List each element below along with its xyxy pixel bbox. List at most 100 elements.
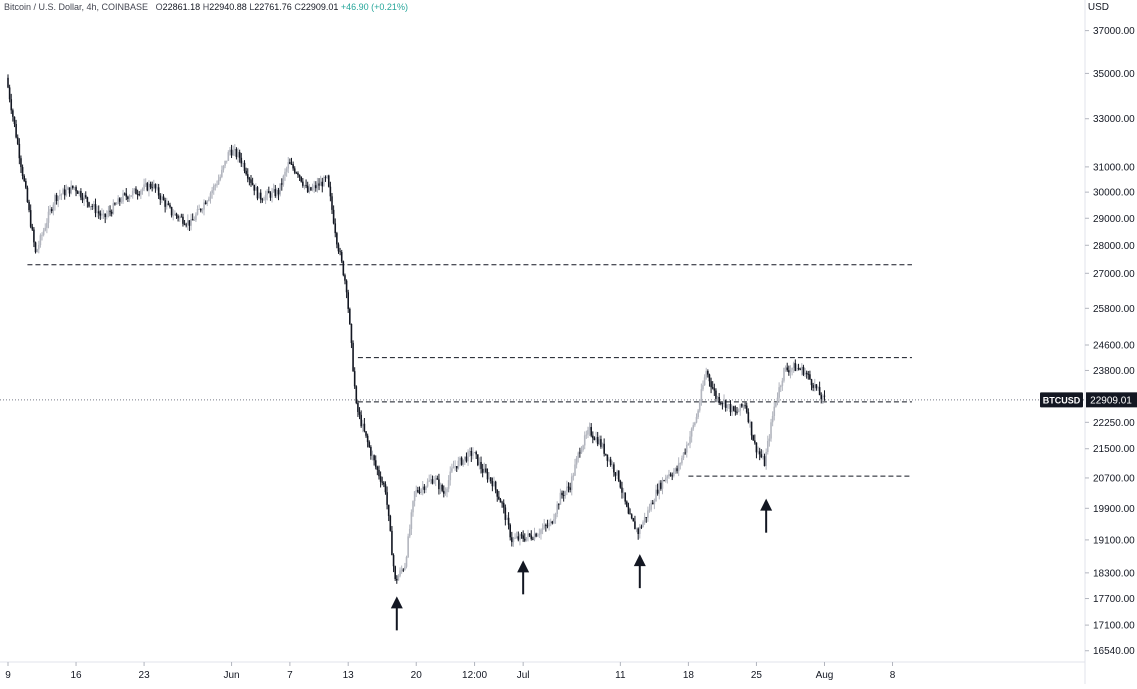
higher-low-arrow[interactable] [633, 554, 646, 589]
candle-body [378, 469, 380, 477]
candle-body [596, 437, 599, 445]
candle-body [729, 404, 732, 413]
candle-body [196, 209, 199, 215]
higher-low-arrow[interactable] [390, 596, 403, 631]
candle-body [86, 197, 89, 203]
candle-body [446, 488, 448, 492]
time-tick-label: 7 [287, 670, 293, 681]
candle-body [31, 226, 34, 230]
time-axis[interactable]: 9 16 23 Jun 7 13 20 12:00 Jul 11 18 25 Aug 8 [5, 662, 896, 681]
time-tick-label: 20 [411, 670, 423, 681]
candle-body [300, 176, 303, 182]
candle-body [569, 487, 571, 490]
higher-low-arrow[interactable] [760, 498, 773, 533]
candle-body [455, 466, 458, 469]
candle-body [381, 481, 384, 483]
candle-body [702, 385, 704, 390]
candle-body [685, 444, 688, 453]
candle-body [217, 179, 220, 185]
candle-body [695, 416, 698, 423]
candle-body [340, 252, 343, 262]
candle-body [287, 162, 290, 169]
candle-body [609, 459, 612, 465]
candle-body [99, 213, 102, 216]
candle-body [553, 519, 555, 524]
candle-body [271, 191, 273, 198]
candle-body [762, 456, 764, 458]
candle-body [564, 491, 567, 496]
candle-body [582, 445, 584, 451]
candle-body [183, 223, 186, 225]
candle-body [136, 194, 139, 195]
candle-body [622, 492, 625, 494]
candle-body [661, 480, 664, 489]
candle-body [404, 566, 406, 570]
candle-body [520, 534, 523, 536]
candle-body [195, 214, 197, 221]
candle-body [613, 464, 615, 473]
candle-body [153, 184, 155, 188]
candle-body [60, 194, 63, 196]
last-price-value-tag: 22909.01 [1086, 392, 1137, 408]
candle-body [752, 435, 754, 441]
candle-body [391, 530, 393, 556]
candle-body [206, 200, 209, 205]
candle-body [462, 459, 465, 465]
candle-body [561, 492, 563, 496]
candle-body [263, 199, 265, 201]
candle-body [323, 177, 325, 187]
candle-body [225, 160, 228, 162]
candle-body [306, 185, 309, 193]
candle-body [143, 184, 145, 189]
candle-body [248, 178, 251, 180]
candle-body [697, 410, 699, 417]
price-axis[interactable]: 37000.00 35000.00 33000.00 31000.00 30000.00… [1085, 26, 1135, 657]
candle-body [750, 421, 753, 436]
candle-body [191, 219, 194, 221]
candle-body [407, 536, 409, 557]
candle-body [566, 486, 568, 492]
candle-body [167, 203, 170, 205]
candle-body [264, 194, 267, 200]
candle-body [203, 202, 205, 210]
candle-body [50, 209, 53, 212]
time-tick-label: 12:00 [462, 670, 487, 681]
candle-body [219, 176, 222, 180]
candle-body [431, 479, 434, 484]
candle-body [289, 162, 291, 164]
candle-body [810, 379, 813, 386]
candle-body [726, 404, 729, 408]
candle-body [567, 486, 570, 488]
candle-body [673, 471, 675, 476]
candle-body [713, 388, 716, 391]
candle-body [387, 504, 390, 516]
candle-body [676, 468, 678, 472]
candle-body [574, 464, 576, 476]
candle-body [595, 437, 597, 440]
candle-body [12, 110, 14, 117]
candle-body [703, 377, 706, 386]
candle-body [368, 442, 371, 448]
candle-body [608, 459, 610, 461]
candle-body [754, 440, 756, 443]
candle-body [135, 188, 137, 195]
candle-body [208, 198, 210, 201]
candle-body [18, 143, 21, 159]
candle-body [770, 422, 772, 439]
higher-low-arrow[interactable] [517, 560, 530, 595]
candle-body [590, 427, 592, 436]
candle-body [117, 198, 119, 205]
time-tick-label: 9 [5, 670, 11, 681]
candle-body [642, 522, 644, 528]
candle-body [250, 179, 252, 183]
chart-legend: Bitcoin / U.S. Dollar, 4h, COINBASE O228… [4, 2, 408, 12]
price-change: +46.90 (+0.21%) [340, 2, 408, 12]
candle-body [97, 211, 100, 214]
candle-body [234, 149, 236, 151]
candle-body [799, 368, 801, 370]
time-tick-label: 18 [683, 670, 695, 681]
candle-body [384, 484, 387, 493]
candle-body [634, 521, 636, 530]
